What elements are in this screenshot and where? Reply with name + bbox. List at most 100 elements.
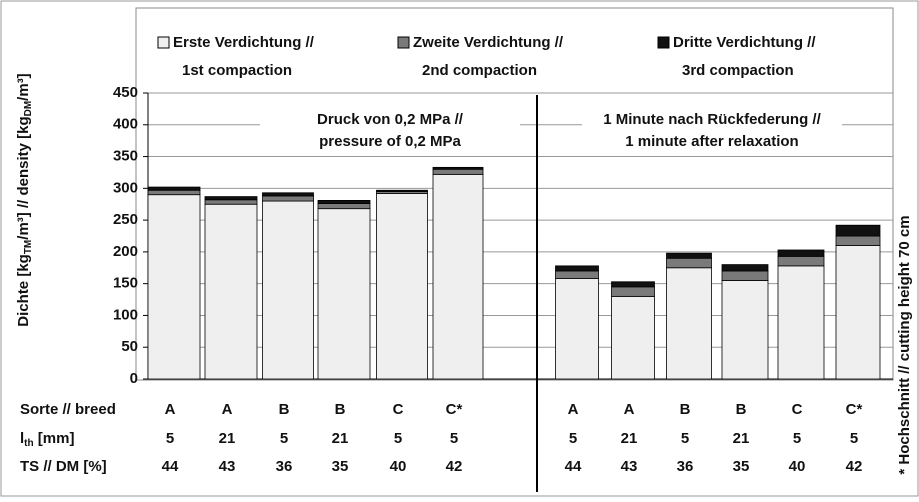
bar-segment: [317, 200, 371, 204]
y-tick-label: 100: [113, 306, 138, 323]
row-value: 43: [621, 458, 638, 475]
x-tick-label: A: [165, 401, 176, 418]
bar-segment: [721, 270, 769, 281]
row-value: 5: [681, 430, 689, 447]
bar-segment: [721, 264, 769, 272]
text-part: l: [20, 430, 24, 447]
bar-segment: [262, 195, 314, 202]
x-tick-label: C*: [446, 401, 463, 418]
bar-segment: [666, 257, 712, 269]
row-value: 40: [390, 458, 407, 475]
y-tick-label: 400: [113, 116, 138, 133]
bar-segment: [666, 252, 712, 259]
bar-segment: [721, 280, 769, 380]
bar-segment: [835, 235, 881, 246]
legend-label: 1st compaction: [182, 62, 292, 79]
bar-segment: [555, 278, 599, 380]
bar-segment: [376, 193, 428, 380]
bar-segment: [555, 270, 599, 279]
text-part: th: [24, 438, 33, 449]
x-tick-label: B: [279, 401, 290, 418]
text-part: TS // DM [%]: [20, 458, 107, 475]
text-part: /m³]: [15, 73, 32, 101]
bar-segment: [262, 192, 314, 197]
bar-segment: [204, 203, 258, 380]
row-value: 5: [394, 430, 402, 447]
row-value: 5: [569, 430, 577, 447]
bar-segment: [835, 224, 881, 237]
x-tick-label: A: [624, 401, 635, 418]
row-value: 43: [219, 458, 236, 475]
y-tick-label: 150: [113, 275, 138, 292]
bar-segment: [262, 200, 314, 380]
text-part: DM: [23, 101, 34, 117]
row-value: 44: [162, 458, 179, 475]
y-tick-label: 250: [113, 211, 138, 228]
y-axis-label: Dichte [kgTM/m³] // density [kgDM/m³]: [15, 73, 34, 326]
text-part: Dichte [kg: [15, 254, 32, 327]
bar-segment: [777, 249, 825, 257]
bar-segment: [204, 196, 258, 201]
row-value: 5: [450, 430, 458, 447]
row-value: 5: [166, 430, 174, 447]
row-value: 35: [733, 458, 750, 475]
row-value: 44: [565, 458, 582, 475]
bar-segment: [835, 245, 881, 380]
panel-title: 1 minute after relaxation: [625, 133, 798, 150]
legend-swatch: [397, 36, 410, 49]
x-tick-label: A: [568, 401, 579, 418]
x-tick-label: B: [736, 401, 747, 418]
x-tick-label: C: [393, 401, 404, 418]
legend-label: Erste Verdichtung //: [173, 34, 315, 51]
x-tick-label: C: [792, 401, 803, 418]
bar-segment: [555, 265, 599, 272]
row-value: 42: [846, 458, 863, 475]
legend-swatch: [157, 36, 170, 49]
y-tick-label: 450: [113, 84, 138, 101]
panel-title: 1 Minute nach Rückfederung //: [603, 111, 821, 128]
row-value: 5: [793, 430, 801, 447]
row-value: 36: [276, 458, 293, 475]
bar-segment: [147, 189, 201, 196]
row-label: Sorte // breed: [20, 401, 116, 418]
legend-label: 2nd compaction: [422, 62, 537, 79]
bar-segment: [317, 203, 371, 210]
row-value: 21: [332, 430, 349, 447]
panel-title-bg: [582, 108, 842, 154]
text-part: /m³] // density [kg: [15, 116, 32, 239]
x-tick-label: B: [335, 401, 346, 418]
legend-label: 3rd compaction: [682, 62, 794, 79]
bar-segment: [611, 295, 655, 380]
legend-label: Zweite Verdichtung //: [413, 34, 564, 51]
bar-segment: [611, 281, 655, 288]
bar-segment: [611, 286, 655, 297]
y-tick-label: 0: [130, 370, 138, 387]
bar-segment: [777, 265, 825, 380]
text-part: [mm]: [34, 430, 75, 447]
row-label: TS // DM [%]: [20, 458, 107, 475]
row-value: 36: [677, 458, 694, 475]
bar-segment: [432, 168, 484, 175]
bar-segment: [432, 173, 484, 380]
row-value: 5: [280, 430, 288, 447]
panel-title: pressure of 0,2 MPa: [319, 133, 461, 150]
bar-segment: [777, 255, 825, 267]
x-tick-label: A: [222, 401, 233, 418]
bar-segment: [317, 208, 371, 380]
x-tick-label: C*: [846, 401, 863, 418]
legend-swatch: [657, 36, 670, 49]
row-value: 21: [733, 430, 750, 447]
note: * Hochschnitt // cutting height 70 cm: [896, 215, 913, 474]
x-tick-label: B: [680, 401, 691, 418]
bar-segment: [204, 199, 258, 205]
y-tick-label: 350: [113, 148, 138, 165]
row-value: 42: [446, 458, 463, 475]
y-tick-label: 50: [121, 338, 138, 355]
bar-segment: [376, 189, 428, 192]
bar-segment: [666, 267, 712, 380]
row-value: 5: [850, 430, 858, 447]
bar-segment: [147, 186, 201, 191]
legend-label: Dritte Verdichtung //: [673, 34, 816, 51]
bar-segment: [147, 194, 201, 380]
